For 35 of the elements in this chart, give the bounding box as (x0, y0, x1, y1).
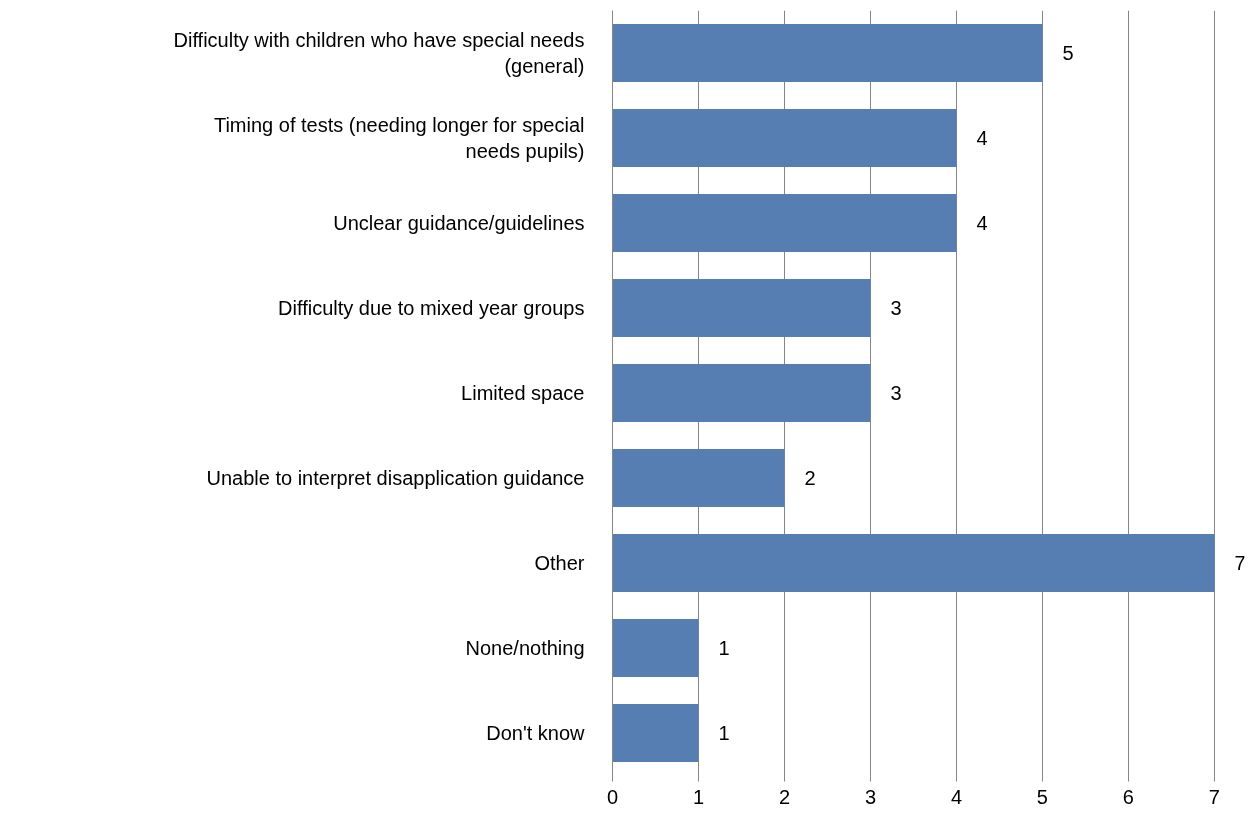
x-tick-label: 4 (950, 785, 963, 808)
bar (612, 619, 699, 677)
y-tick-label: Other (534, 552, 585, 574)
x-tick-label: 1 (692, 785, 705, 808)
bar (612, 449, 785, 507)
data-label: 2 (804, 467, 816, 489)
y-tick-label: Difficulty with children who have special needs (general) (173, 28, 585, 78)
y-tick-label: Difficulty due to mixed year groups (278, 297, 585, 319)
x-tick-label: 6 (1122, 785, 1134, 808)
bar (612, 534, 1215, 592)
data-label: 1 (718, 637, 730, 659)
data-label: 1 (718, 722, 730, 744)
y-tick-label: Unable to interpret disapplication guidance (206, 467, 585, 489)
x-tick-label: 0 (606, 785, 619, 808)
bar (612, 109, 957, 167)
bar (612, 24, 1043, 82)
data-label: 3 (890, 297, 902, 319)
y-tick-label: None/nothing (465, 637, 585, 659)
y-tick-label: Limited space (461, 382, 585, 404)
x-tick-label: 2 (778, 785, 791, 808)
data-label: 7 (1234, 552, 1246, 574)
data-label: 5 (1062, 42, 1074, 64)
y-tick-label: Timing of tests (needing longer for special needs pupils) (213, 113, 585, 163)
data-label: 4 (976, 127, 988, 149)
bar (612, 194, 957, 252)
x-tick-label: 7 (1208, 785, 1220, 808)
bar (612, 364, 871, 422)
bar (612, 704, 699, 762)
bar (612, 279, 871, 337)
y-tick-label: Unclear guidance/guidelines (333, 212, 585, 234)
data-label: 3 (890, 382, 902, 404)
x-tick-label: 5 (1036, 785, 1048, 808)
x-tick-label: 3 (864, 785, 877, 808)
y-tick-label: Don't know (486, 722, 586, 744)
data-label: 4 (976, 212, 988, 234)
